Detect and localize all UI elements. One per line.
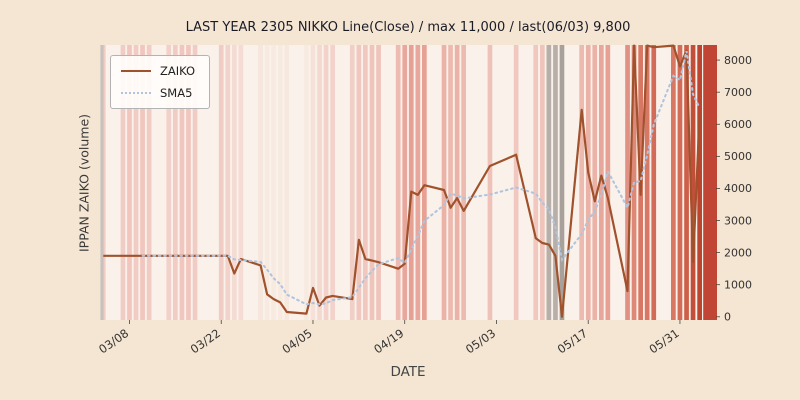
sma5-line-sample bbox=[121, 92, 151, 94]
sma5-line bbox=[141, 50, 701, 306]
price-heat-bands bbox=[100, 45, 717, 320]
svg-text:04/19: 04/19 bbox=[371, 326, 406, 356]
zaiko-line-sample bbox=[121, 70, 151, 72]
legend-item-sma5: SMA5 bbox=[121, 86, 195, 100]
svg-text:4000: 4000 bbox=[724, 182, 752, 195]
svg-text:6000: 6000 bbox=[724, 118, 752, 131]
legend-label-sma5: SMA5 bbox=[160, 86, 193, 100]
legend-label-zaiko: ZAIKO bbox=[160, 64, 196, 78]
svg-text:03/22: 03/22 bbox=[188, 326, 223, 356]
chart-title: LAST YEAR 2305 NIKKO Line(Close) / max 1… bbox=[185, 20, 631, 35]
svg-text:05/31: 05/31 bbox=[646, 326, 681, 356]
y-axis-label: IPPAN ZAIKO (volume) bbox=[76, 113, 92, 253]
svg-text:8000: 8000 bbox=[724, 54, 752, 67]
svg-text:3000: 3000 bbox=[724, 214, 752, 227]
svg-text:04/05: 04/05 bbox=[280, 326, 315, 356]
legend: ZAIKO SMA5 bbox=[110, 55, 211, 109]
svg-text:05/03: 05/03 bbox=[463, 326, 498, 356]
svg-text:03/08: 03/08 bbox=[96, 326, 131, 356]
svg-text:1000: 1000 bbox=[724, 279, 752, 292]
svg-text:0: 0 bbox=[724, 311, 731, 324]
svg-text:2000: 2000 bbox=[724, 246, 752, 259]
legend-item-zaiko: ZAIKO bbox=[121, 64, 195, 78]
svg-text:7000: 7000 bbox=[724, 86, 752, 99]
x-axis-label: DATE bbox=[390, 364, 426, 380]
zaiko-line bbox=[103, 44, 701, 318]
svg-text:05/17: 05/17 bbox=[555, 326, 590, 356]
svg-text:5000: 5000 bbox=[724, 150, 752, 163]
